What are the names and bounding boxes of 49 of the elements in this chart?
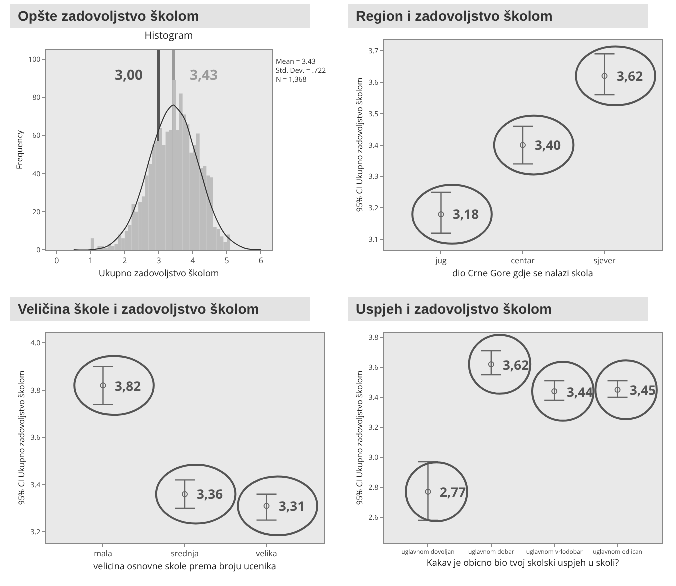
- x-tick-label: 6: [258, 256, 264, 267]
- chart-subtitle: Histogram: [144, 28, 194, 42]
- ref-line-label: 3,43: [190, 66, 218, 85]
- point: [264, 503, 270, 510]
- x-tick-label: mala: [94, 548, 112, 560]
- x-axis-title: Ukupno zadovoljstvo školom: [98, 266, 220, 280]
- annotation: 3,31: [279, 497, 306, 515]
- point: [488, 362, 494, 368]
- x-tick-label: 3: [156, 256, 162, 267]
- x-tick-label: 2: [122, 256, 128, 267]
- point: [438, 211, 444, 218]
- x-tick-label: velika: [256, 548, 278, 560]
- point: [614, 387, 621, 393]
- y-axis-title: 95% CI Ukupno zadovoljstvo školom: [354, 370, 366, 506]
- y-axis-title: Frequency: [14, 130, 26, 170]
- x-tick-label: 4: [190, 256, 196, 267]
- x-tick-label: sjever: [594, 256, 617, 267]
- point: [182, 491, 188, 498]
- annotation: 2,77: [440, 483, 467, 501]
- annotation: 3,36: [197, 485, 224, 503]
- x-axis-title: dio Crne Gore gdje se nalazi skola: [452, 266, 594, 280]
- point: [100, 382, 106, 389]
- line-series: [73, 104, 262, 250]
- x-tick-label: 1: [88, 256, 94, 267]
- annotation: 3,62: [617, 67, 644, 85]
- y-axis-title: 95% CI Ukupno zadovoljstvo školom: [354, 78, 366, 212]
- point: [520, 142, 526, 148]
- x-tick-label: jug: [434, 256, 448, 267]
- annotation: 3,40: [535, 136, 562, 154]
- annotation: 3,62: [503, 356, 530, 374]
- annotation: 3,45: [630, 381, 656, 399]
- chart-title: Opšte zadovoljstvo školom: [10, 4, 310, 28]
- y-axis-title: 95% CI Ukupno zadovoljstvo školom: [16, 370, 28, 506]
- chart-title: Veličina škole i zadovoljstvo školom: [10, 297, 310, 321]
- x-tick-label: 5: [224, 256, 230, 267]
- point: [602, 73, 608, 80]
- x-tick-label: srednja: [171, 548, 199, 560]
- chart-title: Region i zadovoljstvo školom: [348, 4, 648, 28]
- chart-title: Uspjeh i zadovoljstvo školom: [348, 297, 648, 321]
- x-axis-title: Kakav je obicno bio tvoj skolski uspjeh u skoli?: [426, 556, 620, 570]
- annotation: 3,18: [453, 205, 480, 223]
- point: [552, 388, 558, 394]
- ref-line-label: 3,00: [115, 66, 144, 85]
- point: [425, 489, 432, 495]
- annotation: 3,44: [567, 383, 594, 401]
- x-tick-label: 0: [54, 256, 60, 267]
- x-axis-title: velicina osnovne skole prema broju ucenika: [94, 560, 276, 573]
- annotation: 3,82: [115, 377, 142, 395]
- x-tick-label: centar: [511, 256, 536, 267]
